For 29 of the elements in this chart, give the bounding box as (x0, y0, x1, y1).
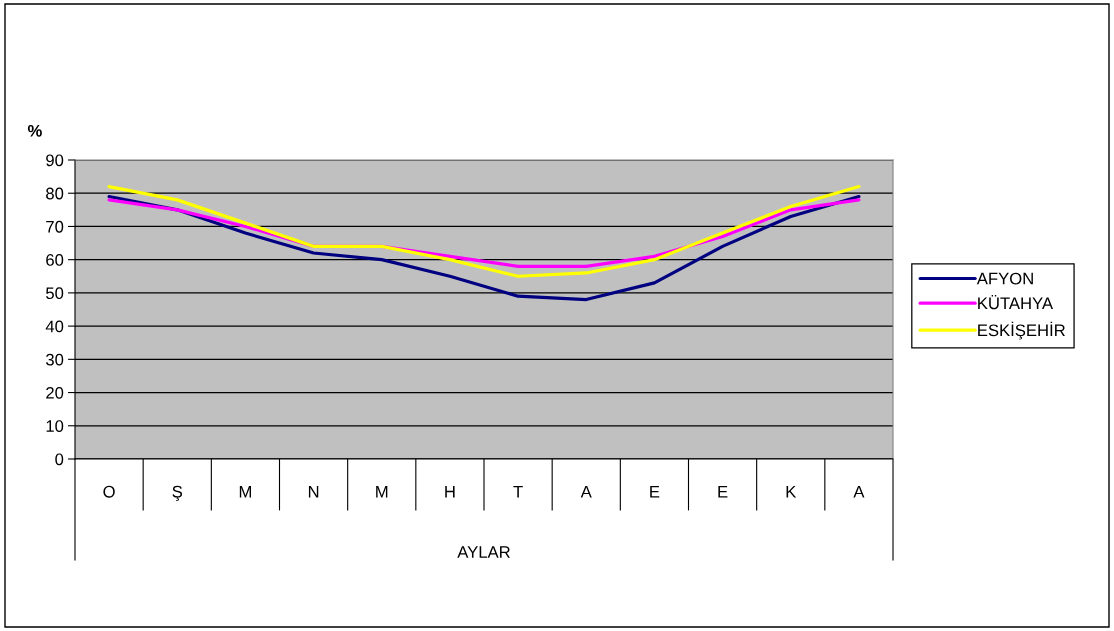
x-axis-title: AYLAR (457, 546, 510, 558)
y-tick-label: 10 (46, 420, 64, 432)
x-tick-label: O (103, 485, 115, 498)
x-tick-label: M (376, 486, 388, 498)
y-tick-label: 80 (46, 187, 64, 200)
y-tick-label: 20 (46, 386, 64, 399)
y-tick-label: 30 (45, 353, 64, 366)
x-tick-label: A (580, 486, 592, 498)
y-axis-title: % (27, 124, 42, 137)
y-tick-label: 60 (46, 254, 64, 266)
x-tick-label: E (650, 486, 660, 498)
y-tick-label: 50 (46, 287, 64, 300)
x-tick-label: M (239, 486, 251, 498)
line-series (107, 194, 861, 302)
y-tick-label: 90 (46, 154, 64, 167)
x-tick-label: N (308, 486, 319, 498)
legend-label: AFYON (976, 272, 1033, 285)
y-tick-label: 40 (45, 320, 64, 333)
legend-label: KÜTAHYA (978, 295, 1054, 310)
x-tick-label: K (786, 486, 797, 498)
x-tick-label: E (718, 486, 728, 498)
y-tick-label: 70 (46, 220, 64, 233)
x-tick-label: Ş (172, 485, 183, 501)
line-series (107, 184, 861, 278)
x-tick-label: A (853, 486, 865, 498)
x-tick-label: T (513, 486, 523, 498)
legend-label: ESKİŞEHİR (978, 321, 1065, 340)
y-tick-label: 0 (55, 453, 64, 466)
x-tick-label: H (445, 486, 455, 498)
